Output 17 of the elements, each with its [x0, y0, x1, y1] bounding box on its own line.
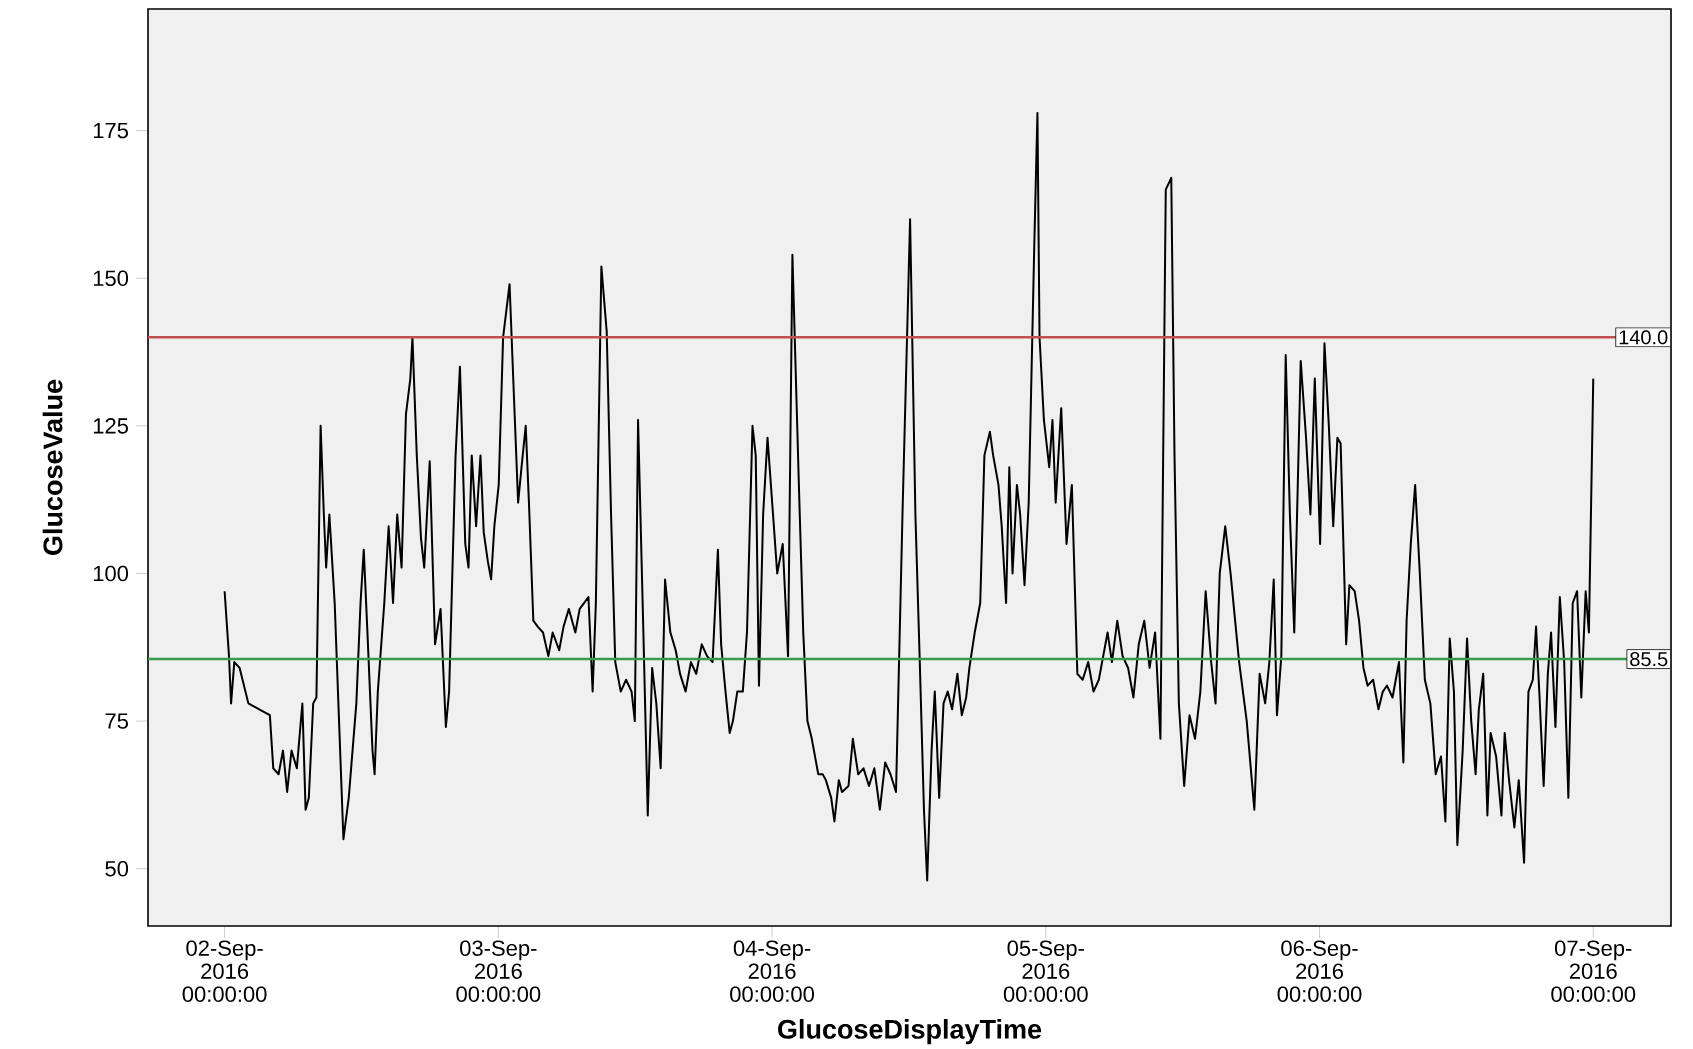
x-tick-label: 03-Sep-2016 00:00:00: [456, 940, 541, 1002]
x-tick-label: 02-Sep-2016 00:00:00: [182, 940, 267, 1002]
x-tick-label: 04-Sep-2016 00:00:00: [730, 940, 814, 1002]
x-tick-label: 07-Sep-2016 00:00:00: [1551, 940, 1636, 1002]
x-tick-label: 05-Sep-2016 00:00:00: [1003, 940, 1088, 1002]
y-tick-label: 100: [93, 565, 129, 582]
y-tick-label: 50: [105, 860, 129, 877]
y-tick-label: 150: [93, 270, 129, 287]
ref-line-label: 85.5: [1630, 652, 1668, 667]
y-tick-label: 125: [93, 418, 128, 434]
y-tick-label: 175: [93, 122, 128, 139]
ref-line-label: 140.0: [1619, 330, 1668, 345]
line-series: [223, 111, 1595, 882]
x-axis-title: GlucoseDisplayTime: [778, 1019, 1042, 1045]
y-tick-label: 75: [105, 713, 128, 729]
y-axis-title: GlucoseValue: [42, 379, 63, 555]
x-tick-label: 06-Sep-2016 00:00:00: [1277, 940, 1362, 1002]
